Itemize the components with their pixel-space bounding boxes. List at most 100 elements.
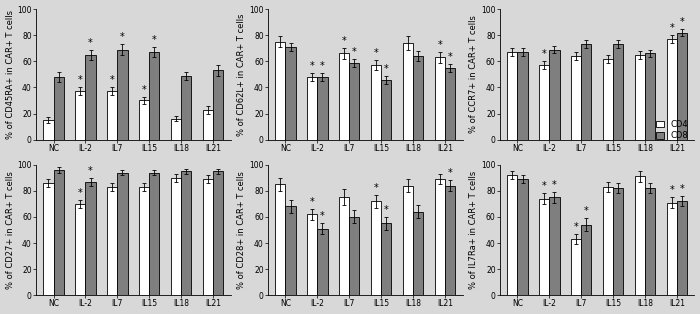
Bar xyxy=(107,91,118,140)
Bar xyxy=(517,52,528,140)
Bar xyxy=(339,197,349,295)
Bar xyxy=(286,47,295,140)
Bar xyxy=(118,172,127,295)
Bar xyxy=(539,65,550,140)
Bar xyxy=(85,181,96,295)
Bar xyxy=(43,120,53,140)
Bar xyxy=(403,43,413,140)
Bar xyxy=(171,119,181,140)
Bar xyxy=(603,187,613,295)
Bar xyxy=(53,170,64,295)
Bar xyxy=(339,53,349,140)
Bar xyxy=(213,171,223,295)
Text: *: * xyxy=(669,185,674,195)
Bar xyxy=(382,224,391,295)
Bar xyxy=(349,62,360,140)
Text: *: * xyxy=(374,48,379,58)
Text: *: * xyxy=(680,184,685,194)
Bar xyxy=(213,70,223,140)
Bar xyxy=(307,77,317,140)
Bar xyxy=(413,212,424,295)
Text: *: * xyxy=(310,61,315,71)
Text: *: * xyxy=(448,168,452,178)
Y-axis label: % of CD45RA+ in CAR+ T cells: % of CD45RA+ in CAR+ T cells xyxy=(6,10,15,139)
Bar xyxy=(581,225,592,295)
Bar xyxy=(85,55,96,140)
Text: *: * xyxy=(78,75,83,85)
Bar xyxy=(203,110,213,140)
Bar xyxy=(635,176,645,295)
Bar xyxy=(171,178,181,295)
Bar xyxy=(371,65,382,140)
Bar xyxy=(571,56,581,140)
Text: *: * xyxy=(152,35,157,45)
Text: *: * xyxy=(342,36,346,46)
Text: *: * xyxy=(552,180,557,190)
Text: *: * xyxy=(320,61,325,71)
Text: *: * xyxy=(310,197,315,207)
Y-axis label: % of IL7Ra+ in CAR+ T cells: % of IL7Ra+ in CAR+ T cells xyxy=(470,171,478,289)
Text: *: * xyxy=(574,222,578,232)
Bar xyxy=(317,229,328,295)
Bar xyxy=(181,76,191,140)
Bar xyxy=(107,187,118,295)
Bar xyxy=(317,77,328,140)
Bar xyxy=(550,197,559,295)
Bar xyxy=(181,171,191,295)
Bar xyxy=(517,179,528,295)
Bar xyxy=(445,186,455,295)
Bar xyxy=(286,207,295,295)
Bar xyxy=(118,50,127,140)
Bar xyxy=(139,100,149,140)
Text: *: * xyxy=(374,183,379,193)
Bar xyxy=(349,217,360,295)
Text: *: * xyxy=(78,188,83,198)
Bar xyxy=(435,57,445,140)
Y-axis label: % of CCR7+ in CAR+ T cells: % of CCR7+ in CAR+ T cells xyxy=(470,15,478,133)
Text: *: * xyxy=(669,23,674,33)
Bar xyxy=(645,53,655,140)
Bar xyxy=(75,204,85,295)
Bar xyxy=(677,33,687,140)
Y-axis label: % of CD28+ in CAR+ T cells: % of CD28+ in CAR+ T cells xyxy=(237,171,246,289)
Bar xyxy=(382,79,391,140)
Text: *: * xyxy=(384,205,388,215)
Y-axis label: % of CD62L+ in CAR+ T cells: % of CD62L+ in CAR+ T cells xyxy=(237,13,246,136)
Bar xyxy=(203,179,213,295)
Legend: CD4, CD8: CD4, CD8 xyxy=(654,118,690,142)
Y-axis label: % of CD27+ in CAR+ T cells: % of CD27+ in CAR+ T cells xyxy=(6,171,15,289)
Bar xyxy=(635,55,645,140)
Bar xyxy=(275,42,286,140)
Bar xyxy=(275,184,286,295)
Bar xyxy=(603,59,613,140)
Text: *: * xyxy=(88,166,93,176)
Text: *: * xyxy=(352,47,357,57)
Text: *: * xyxy=(384,64,388,74)
Text: *: * xyxy=(110,75,115,85)
Text: *: * xyxy=(584,206,589,216)
Bar xyxy=(403,186,413,295)
Bar xyxy=(139,187,149,295)
Bar xyxy=(53,77,64,140)
Bar xyxy=(677,201,687,295)
Bar xyxy=(75,91,85,140)
Bar xyxy=(149,172,160,295)
Bar xyxy=(645,188,655,295)
Bar xyxy=(550,50,559,140)
Bar xyxy=(508,175,517,295)
Bar xyxy=(581,44,592,140)
Bar xyxy=(571,239,581,295)
Text: *: * xyxy=(120,32,125,42)
Bar xyxy=(413,56,424,140)
Bar xyxy=(539,199,550,295)
Bar xyxy=(435,179,445,295)
Text: *: * xyxy=(88,38,93,48)
Bar xyxy=(666,39,677,140)
Text: *: * xyxy=(320,212,325,221)
Bar xyxy=(613,44,623,140)
Bar xyxy=(371,201,382,295)
Bar xyxy=(149,52,160,140)
Text: *: * xyxy=(542,49,547,59)
Bar xyxy=(666,203,677,295)
Text: *: * xyxy=(542,181,547,192)
